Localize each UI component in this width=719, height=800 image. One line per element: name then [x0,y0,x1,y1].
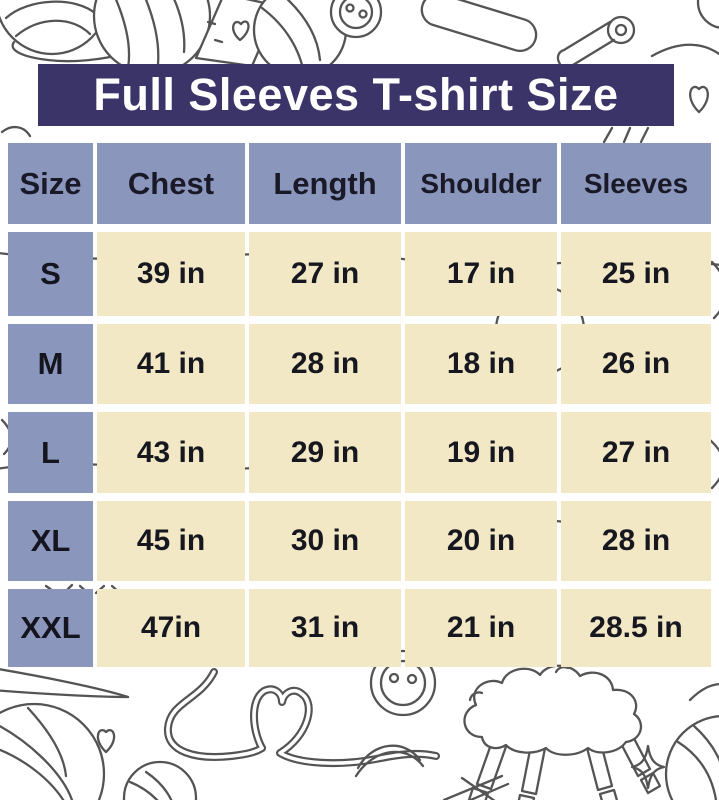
cell-s-chest: 39 in [97,232,245,316]
cell-l-sleeves: 27 in [561,412,711,493]
size-label-s: S [8,232,93,316]
size-label-xxl: XXL [8,589,93,667]
column-header-sleeves: Sleeves [561,143,711,224]
column-header-length: Length [249,143,401,224]
safety-pin-icon [420,0,538,53]
cell-l-shoulder: 19 in [405,412,557,493]
cell-xl-sleeves: 28 in [561,501,711,581]
yarn-strand-heart-icon [163,668,440,768]
cell-xxl-chest: 47in [97,589,245,667]
page-title: Full Sleeves T-shirt Size [93,69,619,120]
column-header-chest: Chest [97,143,245,224]
cell-s-sleeves: 25 in [561,232,711,316]
yarn-ball-bottom-center-icon [122,760,198,800]
crossed-needles-icon [442,774,510,800]
heart-small-icon [96,729,116,754]
cell-s-length: 27 in [249,232,401,316]
cell-xl-shoulder: 20 in [405,501,557,581]
sparkle-icon [630,744,666,790]
cell-xl-chest: 45 in [97,501,245,581]
page-title-banner: Full Sleeves T-shirt Size [38,64,674,126]
knitting-needle-icon [0,668,130,699]
size-label-m: M [8,324,93,404]
cell-l-chest: 43 in [97,412,245,493]
cell-s-shoulder: 17 in [405,232,557,316]
size-chart-table: Size Chest Length Shoulder Sleeves S 39 … [8,143,711,667]
cell-l-length: 29 in [249,412,401,493]
heart-icon [689,85,709,114]
yarn-ball-bottom-left-icon [0,702,106,800]
column-header-shoulder: Shoulder [405,143,557,224]
button-icon [329,0,383,39]
button-bottom-icon [369,649,437,717]
crochet-hook-icon [354,744,425,778]
cell-xl-length: 30 in [249,501,401,581]
cell-xxl-length: 31 in [249,589,401,667]
size-label-l: L [8,412,93,493]
size-label-xl: XL [8,501,93,581]
cell-xxl-shoulder: 21 in [405,589,557,667]
cell-m-length: 28 in [249,324,401,404]
cell-m-chest: 41 in [97,324,245,404]
cell-m-shoulder: 18 in [405,324,557,404]
yarn-balls-with-tag-icon [92,0,348,78]
cell-m-sleeves: 26 in [561,324,711,404]
cell-xxl-sleeves: 28.5 in [561,589,711,667]
safety-pin-clasp-icon [556,15,636,70]
column-header-size: Size [8,143,93,224]
corner-doodle-icon [650,0,719,58]
yarn-ball-bottom-right-icon [664,683,719,800]
